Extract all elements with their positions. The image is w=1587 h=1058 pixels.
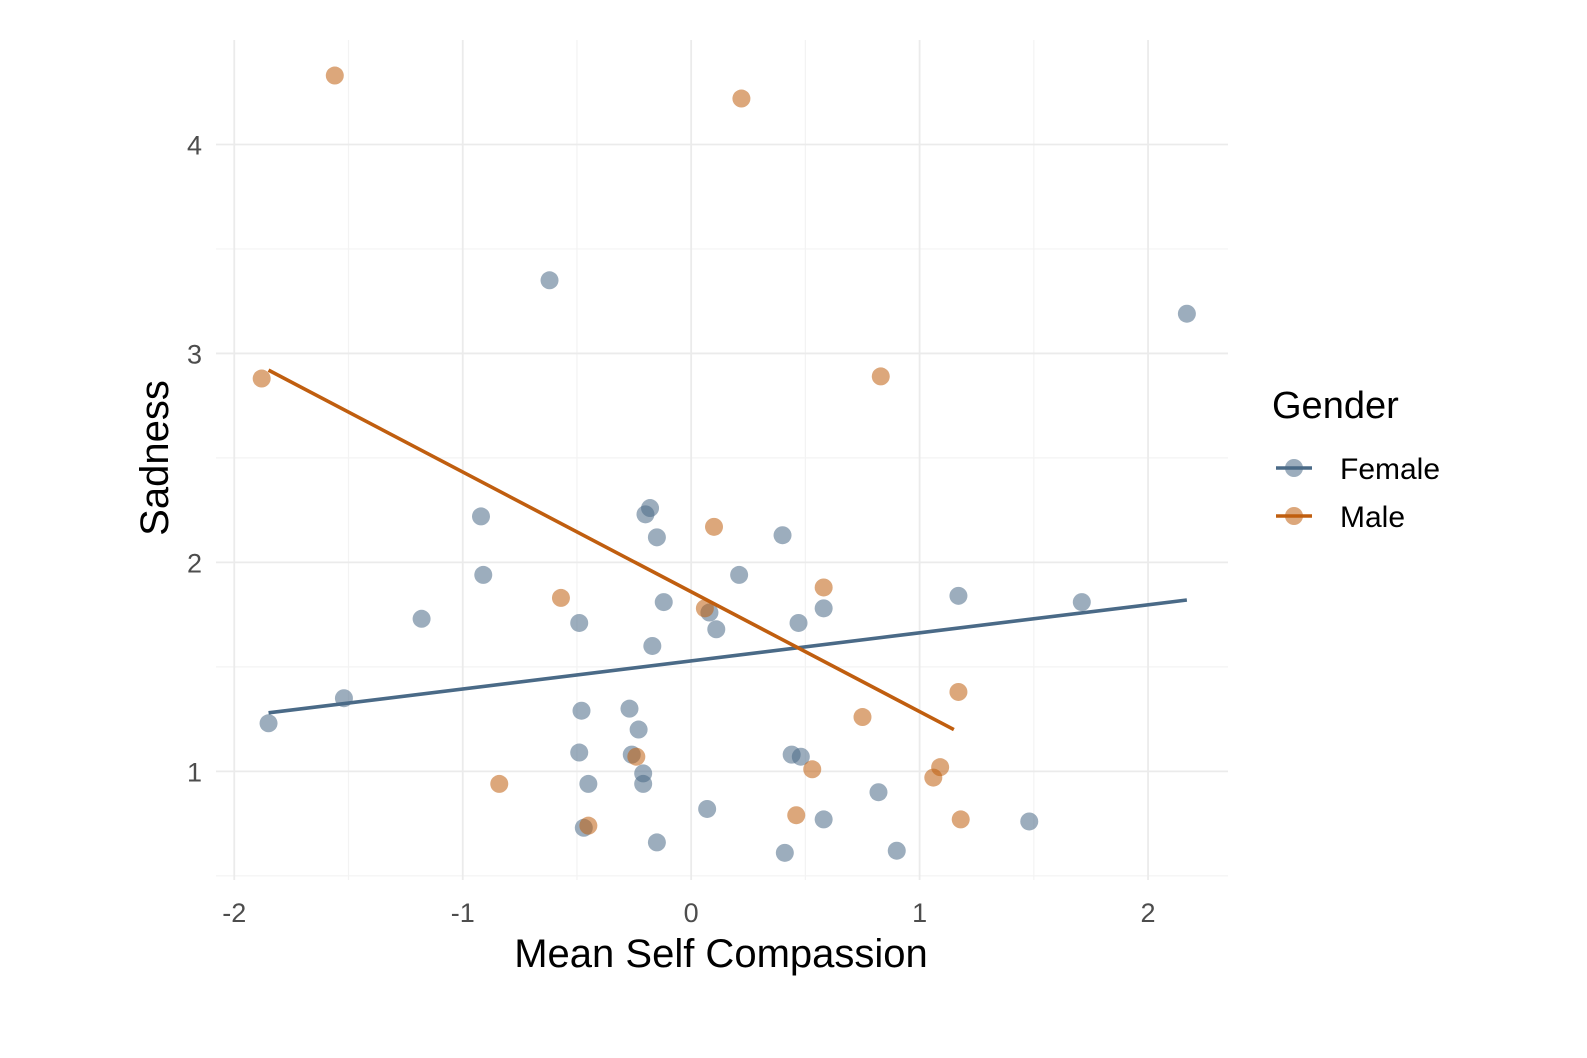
data-point-female [814,599,833,618]
data-point-female [869,783,888,802]
data-point-male [732,89,751,108]
data-point-male [551,588,570,607]
minor-gridlines [216,40,1228,880]
data-point-male [787,806,806,825]
legend: Gender Female Male [1272,385,1440,534]
x-tick-label: 1 [912,898,927,928]
data-point-male [695,599,714,618]
data-point-female [654,593,673,612]
data-point-female [1177,304,1196,323]
y-tick-label: 1 [187,757,202,787]
data-point-male [871,367,890,386]
data-point-female [814,810,833,829]
data-point-female [887,841,906,860]
data-point-female [698,799,717,818]
x-tick-label: -2 [222,898,246,928]
data-point-female [643,636,662,655]
x-tick-label: 0 [684,898,699,928]
legend-label: Male [1340,501,1405,534]
y-axis-ticks: 1 2 3 4 [187,130,202,787]
data-point-male [814,578,833,597]
x-tick-label: 2 [1141,898,1156,928]
legend-key-point [1285,507,1303,525]
data-points [252,66,1196,862]
legend-item-female: Female [1276,453,1440,486]
data-point-female [259,714,278,733]
y-tick-label: 2 [187,548,202,578]
data-point-female [634,774,653,793]
legend-key-point [1285,459,1303,477]
data-point-female [629,720,648,739]
data-point-male [803,760,822,779]
data-point-female [620,699,639,718]
data-point-female [775,843,794,862]
legend-title: Gender [1272,385,1399,427]
data-point-female [471,507,490,526]
y-tick-label: 3 [187,339,202,369]
data-point-female [412,609,431,628]
major-gridlines [216,40,1228,880]
data-point-female [773,526,792,545]
data-point-female [1072,593,1091,612]
trend-lines [267,368,1188,732]
legend-items: Female Male [1276,453,1440,534]
x-axis-ticks: -2 -1 0 1 2 [222,898,1155,928]
data-point-male [705,517,724,536]
data-point-male [853,708,872,727]
data-point-female [641,499,660,518]
data-point-male [490,774,509,793]
data-point-male [951,810,970,829]
y-axis-title: Sadness [133,380,177,536]
data-point-female [540,271,559,290]
data-point-male [252,369,271,388]
data-point-male [949,682,968,701]
data-point-female [474,565,493,584]
data-point-female [791,747,810,766]
data-point-female [707,620,726,639]
legend-label: Female [1340,453,1440,486]
data-point-male [579,816,598,835]
x-tick-label: -1 [451,898,475,928]
data-point-female [1020,812,1039,831]
data-point-female [572,701,591,720]
data-point-female [579,774,598,793]
data-point-female [647,528,666,547]
data-point-male [325,66,344,85]
data-point-male [627,747,646,766]
data-point-female [647,833,666,852]
y-tick-label: 4 [187,130,202,160]
data-point-male [931,758,950,777]
data-point-female [570,743,589,762]
trend-line-female [268,598,1188,715]
data-point-female [570,613,589,632]
trend-line-male [267,368,955,732]
legend-item-male: Male [1276,501,1405,534]
x-axis-title: Mean Self Compassion [514,932,928,976]
data-point-female [789,613,808,632]
data-point-female [949,586,968,605]
data-point-female [730,565,749,584]
